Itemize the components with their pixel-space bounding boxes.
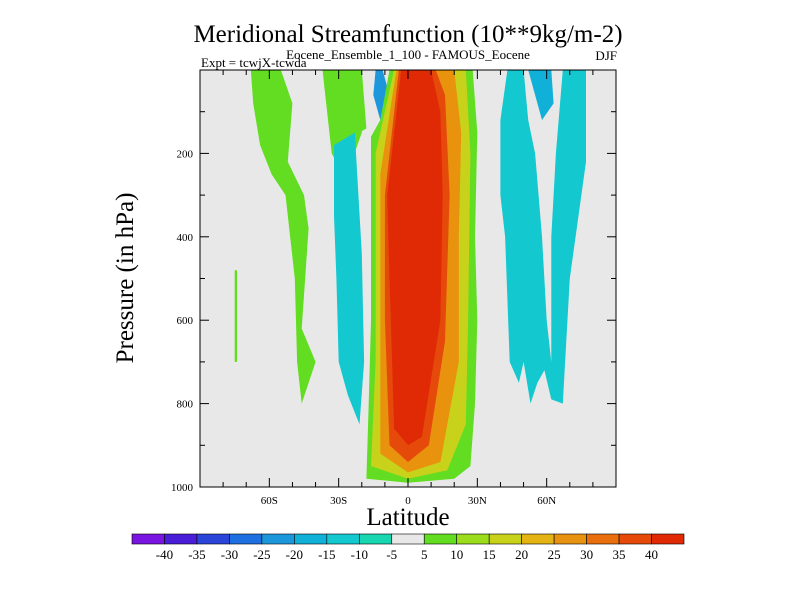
colorbar-swatch	[294, 533, 328, 545]
colorbar-swatch	[488, 533, 522, 545]
y-tick-label: 400	[177, 232, 194, 244]
colorbar-label: -30	[221, 547, 238, 562]
x-axis-label: Latitude	[366, 504, 449, 531]
colorbar-label: 25	[548, 547, 561, 562]
colorbar-label: 40	[645, 547, 658, 562]
colorbar-swatch	[553, 533, 587, 545]
contour-region-4	[373, 70, 388, 120]
colorbar-swatch	[196, 533, 230, 545]
colorbar-label: -25	[253, 547, 270, 562]
colorbar-label: -40	[156, 547, 173, 562]
colorbar-swatch	[521, 533, 555, 545]
colorbar-label: -5	[386, 547, 397, 562]
colorbar-label: -10	[351, 547, 368, 562]
chart-subtitle: Eocene_Ensemble_1_100 - FAMOUS_Eocene	[286, 47, 530, 62]
contour-region-12	[528, 70, 554, 120]
colorbar: -40 -35 -30 -25 -20 -15 -10 -5 5 10 15 20 25 30 35 40	[131, 533, 685, 562]
colorbar-label: 15	[483, 547, 496, 562]
contour-region-0	[250, 70, 316, 404]
colorbar-swatch	[456, 533, 490, 545]
contour-region-2	[334, 132, 365, 425]
x-tick-label: 30N	[468, 495, 487, 507]
colorbar-label: 10	[450, 547, 463, 562]
colorbar-swatch	[423, 533, 458, 545]
colorbar-swatch	[131, 533, 165, 545]
season-label: DJF	[595, 48, 617, 63]
colorbar-swatch	[229, 533, 263, 545]
colorbar-label: -15	[318, 547, 335, 562]
chart-title: Meridional Streamfunction (10**9kg/m-2)	[193, 21, 622, 48]
plot-area: 60S 30S 0 30N 60N 200 400 600 800 1000	[171, 69, 617, 507]
x-tick-label: 30S	[330, 495, 347, 507]
x-axis: 60S 30S 0 30N 60N	[222, 70, 594, 507]
contour-regions	[234, 70, 586, 483]
colorbar-swatch	[164, 533, 198, 545]
x-tick-label: 60N	[537, 495, 556, 507]
contour-region-10	[387, 70, 443, 446]
colorbar-swatch	[261, 533, 295, 545]
colorbar-label: 35	[613, 547, 626, 562]
colorbar-label: 20	[515, 547, 528, 562]
colorbar-label: -35	[188, 547, 205, 562]
colorbar-swatch	[391, 533, 425, 545]
x-tick-label: 0	[405, 495, 411, 507]
colorbar-swatch	[586, 533, 620, 545]
contour-region-3	[350, 70, 367, 133]
y-tick-label: 1000	[171, 482, 194, 494]
contour-region-5	[234, 270, 237, 362]
expt-label: Expt = tcwjX-tcwda	[201, 55, 307, 70]
contour-region-11	[500, 70, 586, 404]
y-tick-label: 800	[177, 399, 194, 411]
colorbar-swatch	[651, 533, 685, 545]
colorbar-label: 5	[421, 547, 428, 562]
y-axis: 200 400 600 800 1000	[171, 111, 616, 494]
x-tick-label: 60S	[261, 495, 278, 507]
y-tick-label: 600	[177, 315, 194, 327]
y-axis-label: Pressure (in hPa)	[112, 193, 139, 364]
colorbar-swatch	[326, 533, 360, 545]
colorbar-swatch	[618, 533, 652, 545]
colorbar-label: -20	[286, 547, 303, 562]
colorbar-swatch	[358, 533, 393, 545]
y-tick-label: 200	[177, 148, 194, 160]
colorbar-label: 30	[580, 547, 593, 562]
